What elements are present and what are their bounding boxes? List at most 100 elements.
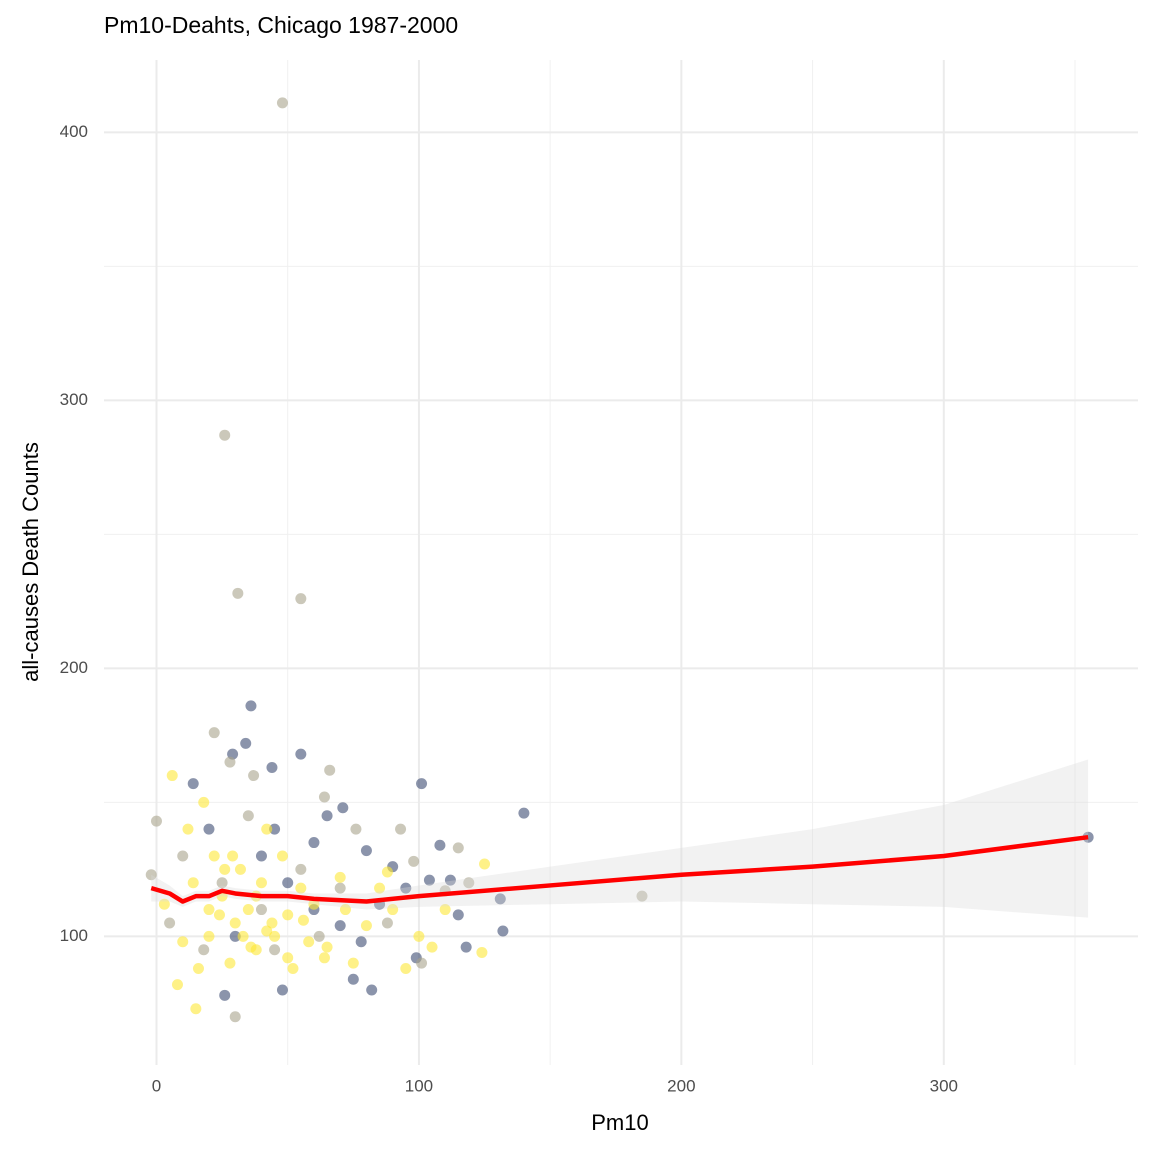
data-point [413,930,425,942]
data-point [166,770,178,782]
data-point [269,823,281,835]
data-point [198,944,210,956]
data-point [208,850,220,862]
data-point [374,882,386,894]
data-point [203,930,215,942]
x-tick-label: 100 [405,1076,433,1095]
data-point [182,823,194,835]
y-tick-label: 300 [60,390,88,409]
confidence-band [151,759,1089,918]
data-point [219,863,231,875]
data-point [255,904,267,916]
data-point [276,850,288,862]
data-point [203,823,215,835]
data-point [355,936,367,948]
data-point [229,1011,241,1023]
data-point [408,855,420,867]
data-point [276,97,288,109]
data-point [295,863,307,875]
data-point [324,764,336,776]
data-point [494,893,506,905]
y-tick-label: 400 [60,122,88,141]
data-point [350,823,362,835]
data-point [518,807,530,819]
data-point [347,973,359,985]
x-axis-label: Pm10 [591,1110,648,1135]
data-point [266,917,278,929]
data-point [261,823,273,835]
data-point [177,936,189,948]
data-point [269,930,281,942]
data-point [463,877,475,889]
data-point [400,882,412,894]
data-point [337,802,349,814]
data-point [347,957,359,969]
y-tick-label: 200 [60,658,88,677]
data-point [426,941,438,953]
data-point [240,737,252,749]
data-point [423,874,435,886]
data-point [177,850,189,862]
data-point [224,756,236,768]
data-point [287,963,299,975]
data-point [261,925,273,937]
data-point [213,909,225,921]
data-point [219,989,231,1001]
data-point [381,866,393,878]
data-point [400,963,412,975]
data-point [334,882,346,894]
data-point [381,917,393,929]
chart-title: Pm10-Deahts, Chicago 1987-2000 [104,12,458,38]
data-point [452,842,464,854]
data-point [295,882,307,894]
data-point [245,700,257,712]
data-point [339,904,351,916]
x-tick-label: 0 [152,1076,161,1095]
data-point [229,930,241,942]
data-point [479,858,491,870]
data-point [242,904,254,916]
data-point [295,748,307,760]
data-point [266,762,278,774]
data-point [282,952,294,964]
data-point [303,936,315,948]
data-point [460,941,472,953]
data-point [248,770,260,782]
data-point [318,791,330,803]
data-point [360,845,372,857]
data-point [227,850,239,862]
data-point [636,890,648,902]
data-point [203,904,215,916]
y-tick-label: 100 [60,926,88,945]
data-point [395,823,407,835]
data-point [321,941,333,953]
data-point [198,796,210,808]
y-axis-label: all-causes Death Counts [18,442,43,682]
data-point [232,587,244,599]
data-point [234,863,246,875]
data-point [224,957,236,969]
data-point [245,941,257,953]
data-point [255,877,267,889]
data-point [192,963,204,975]
data-point [219,429,231,441]
data-point [282,909,294,921]
data-point [229,917,241,929]
data-point [308,898,320,910]
data-point [318,952,330,964]
data-point [269,944,281,956]
data-point [187,877,199,889]
data-point [416,957,428,969]
smooth-line [150,834,1089,904]
data-point [416,778,428,790]
data-point [216,877,228,889]
data-point [282,877,294,889]
x-tick-label: 300 [930,1076,958,1095]
data-point [295,593,307,605]
data-point [334,920,346,932]
data-point [452,909,464,921]
data-point [334,871,346,883]
data-point [313,930,325,942]
x-tick-label: 200 [667,1076,695,1095]
